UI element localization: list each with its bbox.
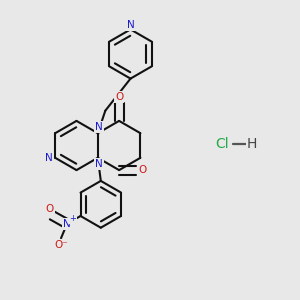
Text: O⁻: O⁻ [54, 240, 68, 250]
Text: +: + [69, 214, 76, 223]
Text: N: N [95, 122, 103, 132]
Text: N: N [95, 159, 103, 169]
Text: H: H [247, 137, 257, 151]
Text: N: N [63, 219, 71, 229]
Text: O: O [115, 92, 123, 102]
Text: N: N [127, 20, 134, 30]
Text: O: O [46, 204, 54, 214]
Text: O: O [138, 165, 146, 175]
Text: Cl: Cl [215, 137, 229, 151]
Text: N: N [45, 153, 52, 163]
